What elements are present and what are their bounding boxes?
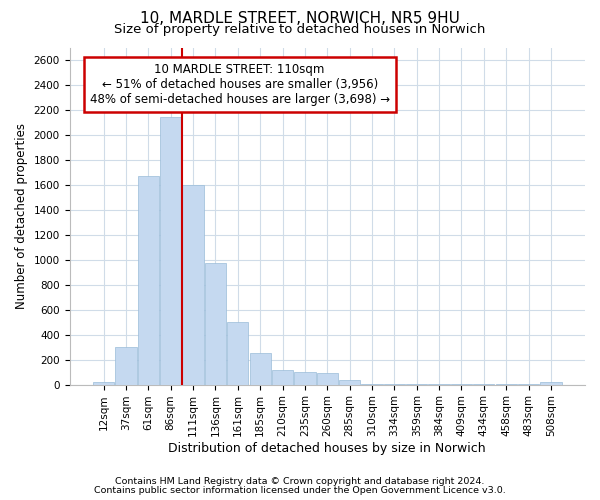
Bar bbox=[160, 118, 181, 384]
Bar bbox=[317, 374, 338, 384]
Text: Contains HM Land Registry data © Crown copyright and database right 2024.: Contains HM Land Registry data © Crown c… bbox=[115, 478, 485, 486]
Bar bbox=[93, 382, 114, 384]
Text: 10, MARDLE STREET, NORWICH, NR5 9HU: 10, MARDLE STREET, NORWICH, NR5 9HU bbox=[140, 11, 460, 26]
Bar bbox=[115, 347, 137, 385]
Text: Size of property relative to detached houses in Norwich: Size of property relative to detached ho… bbox=[115, 24, 485, 36]
Y-axis label: Number of detached properties: Number of detached properties bbox=[15, 123, 28, 309]
Bar bbox=[227, 322, 248, 384]
Bar bbox=[541, 382, 562, 384]
Text: Contains public sector information licensed under the Open Government Licence v3: Contains public sector information licen… bbox=[94, 486, 506, 495]
Bar bbox=[182, 185, 203, 384]
Bar bbox=[137, 176, 159, 384]
Text: 10 MARDLE STREET: 110sqm
← 51% of detached houses are smaller (3,956)
48% of sem: 10 MARDLE STREET: 110sqm ← 51% of detach… bbox=[89, 62, 389, 106]
X-axis label: Distribution of detached houses by size in Norwich: Distribution of detached houses by size … bbox=[169, 442, 486, 455]
Bar bbox=[272, 370, 293, 384]
Bar bbox=[205, 264, 226, 384]
Bar bbox=[250, 353, 271, 384]
Bar bbox=[294, 372, 316, 384]
Bar bbox=[339, 380, 360, 384]
